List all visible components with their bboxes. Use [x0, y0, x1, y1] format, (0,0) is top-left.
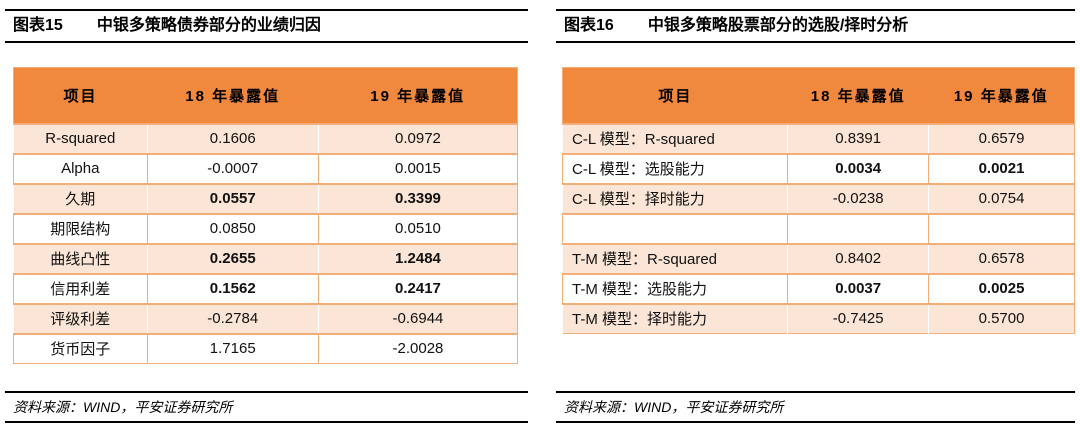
cell-value: 0.0754 — [928, 182, 1075, 214]
table-row: 曲线凸性 0.2655 1.2484 — [13, 242, 518, 274]
cell-value: 0.0972 — [317, 122, 518, 154]
table-row: T-M 模型：择时能力 -0.7425 0.5700 — [561, 302, 1075, 334]
bond-attribution-table: 项目 18 年暴露值 19 年暴露值 R-squared 0.1606 0.0972… — [13, 67, 518, 364]
row-label: Alpha — [13, 152, 148, 184]
cell-value: 0.2417 — [317, 272, 518, 304]
cell-value: 0.2655 — [146, 242, 319, 274]
table-row: C-L 模型：R-squared 0.8391 0.6579 — [561, 122, 1075, 154]
figure-title: 图表16 中银多策略股票部分的选股/择时分析 — [556, 9, 1075, 43]
row-label: T-M 模型：R-squared — [561, 242, 788, 274]
cell-value: 0.3399 — [317, 182, 518, 214]
cell-value: 0.0015 — [317, 152, 518, 184]
cell-value: 0.1562 — [146, 272, 319, 304]
table-row: T-M 模型：R-squared 0.8402 0.6578 — [561, 242, 1075, 274]
row-label: T-M 模型：择时能力 — [561, 302, 788, 334]
figure-panel-16: 图表16 中银多策略股票部分的选股/择时分析 项目 18 年暴露值 19 年暴露… — [556, 0, 1075, 439]
row-label — [561, 212, 788, 244]
row-label: 期限结构 — [13, 212, 148, 244]
cell-value: 0.0037 — [787, 272, 929, 304]
cell-value — [928, 212, 1075, 244]
cell-value: 0.0021 — [928, 152, 1075, 184]
table-row: 久期 0.0557 0.3399 — [13, 182, 518, 214]
cell-value: -0.2784 — [146, 302, 319, 334]
row-label: 曲线凸性 — [13, 242, 148, 274]
cell-value: 0.0510 — [317, 212, 518, 244]
figure-number: 图表15 — [13, 17, 63, 34]
cell-value: 0.1606 — [146, 122, 319, 154]
table-row: C-L 模型：选股能力 0.0034 0.0021 — [561, 152, 1075, 184]
table-row: R-squared 0.1606 0.0972 — [13, 122, 518, 154]
row-label: C-L 模型：选股能力 — [561, 152, 788, 184]
cell-value: -0.6944 — [317, 302, 518, 334]
table-row: Alpha -0.0007 0.0015 — [13, 152, 518, 184]
cell-value: 0.6579 — [928, 122, 1075, 154]
table-header-row: 项目 18 年暴露值 19 年暴露值 — [562, 67, 1075, 124]
cell-value: -0.7425 — [787, 302, 929, 334]
cell-value: 0.0557 — [146, 182, 319, 214]
header-cell-item: 项目 — [562, 67, 788, 124]
cell-value — [787, 212, 929, 244]
table-wrapper: 项目 18 年暴露值 19 年暴露值 R-squared 0.1606 0.0972… — [13, 67, 518, 364]
figure-title-text: 中银多策略股票部分的选股/择时分析 — [647, 17, 909, 34]
cell-value: -0.0007 — [146, 152, 319, 184]
figure-panel-15: 图表15 中银多策略债券部分的业绩归因 项目 18 年暴露值 19 年暴露值 R… — [5, 0, 528, 439]
table-row — [561, 212, 1075, 244]
stock-timing-table: 项目 18 年暴露值 19 年暴露值 C-L 模型：R-squared 0.839… — [561, 67, 1075, 334]
cell-value: 0.6578 — [928, 242, 1075, 274]
header-cell-exposure-19: 19 年暴露值 — [928, 67, 1075, 124]
table-row: 期限结构 0.0850 0.0510 — [13, 212, 518, 244]
cell-value: 0.0850 — [146, 212, 319, 244]
table-row: 评级利差 -0.2784 -0.6944 — [13, 302, 518, 334]
table-row: 货币因子 1.7165 -2.0028 — [13, 332, 518, 364]
figure-title-text: 中银多策略债券部分的业绩归因 — [96, 17, 321, 34]
cell-value: 0.8391 — [787, 122, 929, 154]
cell-value: 1.2484 — [317, 242, 518, 274]
cell-value: 0.0034 — [787, 152, 929, 184]
figure-number: 图表16 — [564, 17, 614, 34]
header-cell-item: 项目 — [13, 67, 148, 124]
row-label: T-M 模型：选股能力 — [561, 272, 788, 304]
figure-title: 图表15 中银多策略债券部分的业绩归因 — [5, 9, 528, 43]
row-label: C-L 模型：R-squared — [561, 122, 788, 154]
header-cell-exposure-18: 18 年暴露值 — [147, 67, 319, 124]
header-cell-exposure-18: 18 年暴露值 — [787, 67, 929, 124]
table-row: 信用利差 0.1562 0.2417 — [13, 272, 518, 304]
header-cell-exposure-19: 19 年暴露值 — [318, 67, 518, 124]
row-label: 评级利差 — [13, 302, 148, 334]
row-label: 久期 — [13, 182, 148, 214]
row-label: R-squared — [13, 122, 148, 154]
row-label: 货币因子 — [13, 332, 148, 364]
row-label: 信用利差 — [13, 272, 148, 304]
cell-value: -2.0028 — [317, 332, 518, 364]
row-label: C-L 模型：择时能力 — [561, 182, 788, 214]
table-wrapper: 项目 18 年暴露值 19 年暴露值 C-L 模型：R-squared 0.839… — [561, 67, 1075, 334]
table-row: T-M 模型：选股能力 0.0037 0.0025 — [561, 272, 1075, 304]
table-header-row: 项目 18 年暴露值 19 年暴露值 — [13, 67, 518, 124]
source-note: 资料来源：WIND，平安证券研究所 — [5, 391, 528, 423]
table-row: C-L 模型：择时能力 -0.0238 0.0754 — [561, 182, 1075, 214]
cell-value: 0.8402 — [787, 242, 929, 274]
table-body: C-L 模型：R-squared 0.8391 0.6579 C-L 模型：选股能力 0… — [561, 122, 1075, 334]
table-body: R-squared 0.1606 0.0972 Alpha -0.0007 0.0015 久… — [13, 122, 518, 364]
cell-value: -0.0238 — [787, 182, 929, 214]
cell-value: 1.7165 — [146, 332, 319, 364]
source-note: 资料来源：WIND，平安证券研究所 — [556, 391, 1075, 423]
cell-value: 0.5700 — [928, 302, 1075, 334]
cell-value: 0.0025 — [928, 272, 1075, 304]
